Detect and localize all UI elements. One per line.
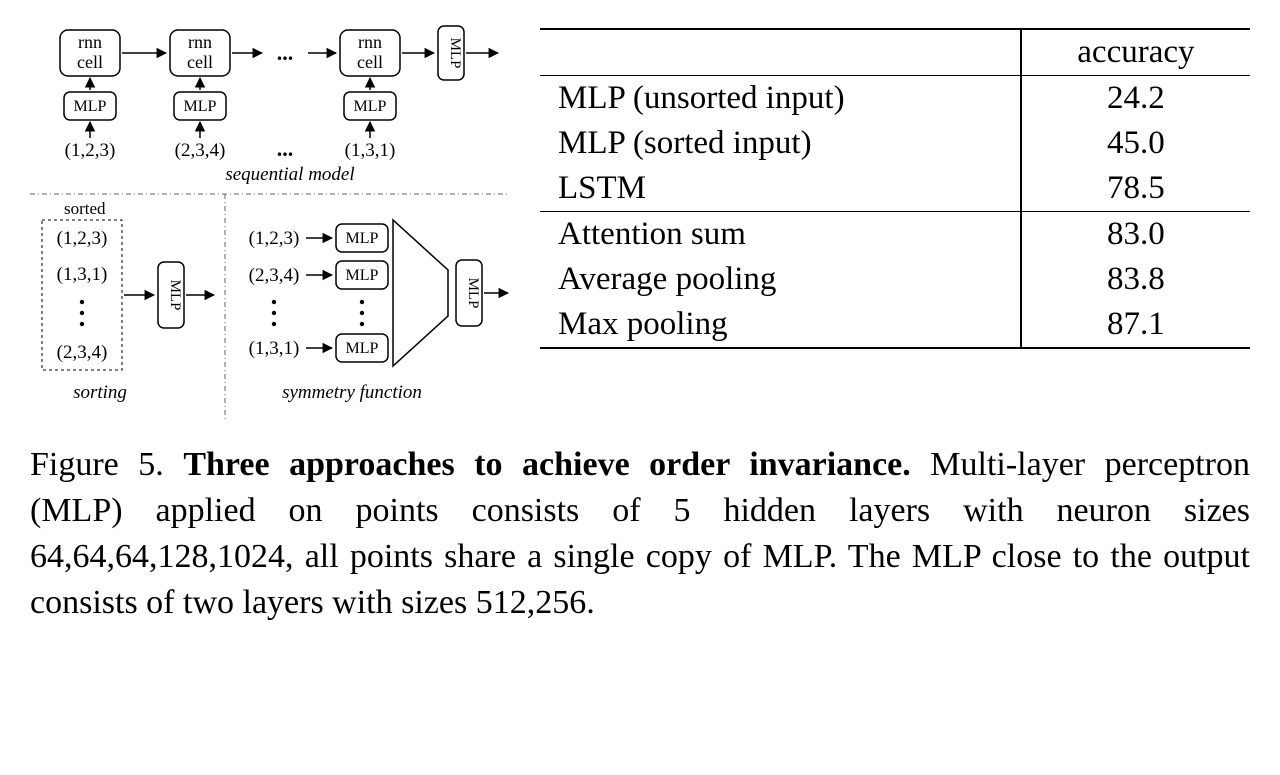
svg-text:(1,2,3): (1,2,3) [249,228,300,249]
row-value: 83.8 [1021,257,1250,302]
row-label: MLP (unsorted input) [540,76,1021,122]
svg-text:(1,2,3): (1,2,3) [65,140,116,161]
architecture-diagrams: rnn cell rnn cell ... rnn cell MLP MLP [30,20,510,420]
svg-text:MLP: MLP [167,280,183,311]
row-label: Attention sum [540,212,1021,258]
svg-text:cell: cell [187,52,213,72]
svg-text:MLP: MLP [346,267,379,284]
svg-text:cell: cell [77,52,103,72]
row-value: 83.0 [1021,212,1250,258]
row-value: 78.5 [1021,166,1250,212]
svg-text:(2,3,4): (2,3,4) [249,265,300,286]
caption-title: Three approaches to achieve order invari… [183,446,910,483]
row-label: Average pooling [540,257,1021,302]
row-label: LSTM [540,166,1021,212]
svg-text:(1,2,3): (1,2,3) [57,228,108,249]
svg-text:(1,3,1): (1,3,1) [345,140,396,161]
svg-text:MLP: MLP [465,278,481,309]
svg-text:symmetry function: symmetry function [282,382,422,403]
table-header-accuracy: accuracy [1021,29,1250,76]
svg-text:rnn: rnn [358,32,382,52]
accuracy-table-container: accuracy MLP (unsorted input) 24.2 MLP (… [540,20,1250,349]
svg-text:MLP: MLP [74,98,107,115]
svg-text:(1,3,1): (1,3,1) [249,338,300,359]
row-value: 24.2 [1021,76,1250,122]
svg-text:MLP: MLP [184,98,217,115]
svg-text:MLP: MLP [354,98,387,115]
figure-caption: Figure 5. Three approaches to achieve or… [30,442,1250,626]
accuracy-table: accuracy MLP (unsorted input) 24.2 MLP (… [540,28,1250,349]
svg-text:rnn: rnn [188,32,212,52]
svg-text:...: ... [277,40,294,65]
diagram-svg: rnn cell rnn cell ... rnn cell MLP MLP [30,20,510,420]
svg-text:...: ... [277,136,294,161]
caption-label: Figure 5. [30,446,164,483]
row-value: 45.0 [1021,121,1250,166]
svg-text:sorted: sorted [64,199,106,218]
svg-text:sorting: sorting [73,382,127,403]
svg-text:MLP: MLP [447,38,463,69]
svg-text:sequential model: sequential model [225,164,354,185]
row-label: Max pooling [540,302,1021,348]
row-label: MLP (sorted input) [540,121,1021,166]
table-header-empty [540,29,1021,76]
svg-text:cell: cell [357,52,383,72]
svg-text:MLP: MLP [346,230,379,247]
svg-text:(2,3,4): (2,3,4) [57,342,108,363]
svg-text:(2,3,4): (2,3,4) [175,140,226,161]
svg-text:rnn: rnn [78,32,102,52]
row-value-bold: 87.1 [1021,302,1250,348]
svg-text:MLP: MLP [346,340,379,357]
svg-text:(1,3,1): (1,3,1) [57,264,108,285]
